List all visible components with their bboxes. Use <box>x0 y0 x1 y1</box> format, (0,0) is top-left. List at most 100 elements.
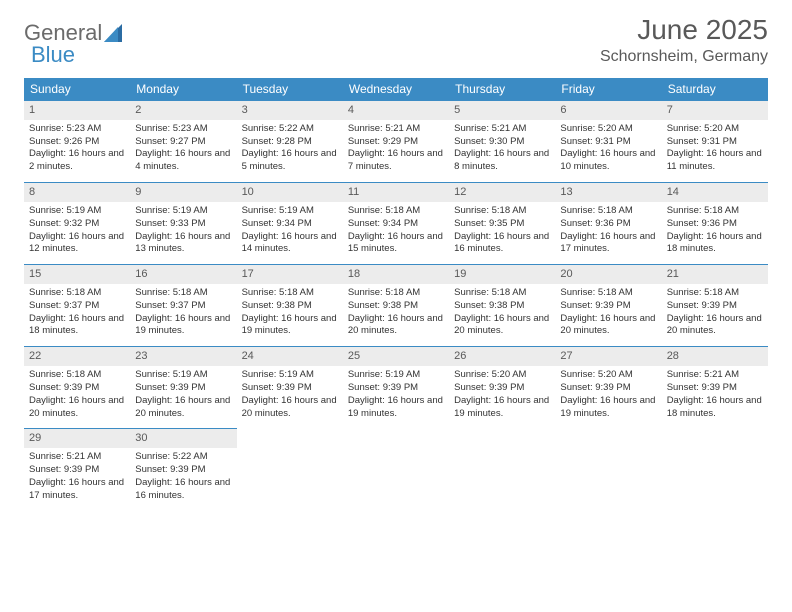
day-body: Sunrise: 5:18 AMSunset: 9:36 PMDaylight:… <box>555 202 661 264</box>
sunrise-line: Sunrise: 5:19 AM <box>29 205 125 218</box>
calendar-cell: 7Sunrise: 5:20 AMSunset: 9:31 PMDaylight… <box>662 100 768 182</box>
sunrise-line: Sunrise: 5:20 AM <box>560 369 656 382</box>
calendar-cell: 26Sunrise: 5:20 AMSunset: 9:39 PMDayligh… <box>449 346 555 428</box>
sunset-line: Sunset: 9:36 PM <box>560 218 656 231</box>
daylight-line: Daylight: 16 hours and 17 minutes. <box>29 477 125 503</box>
sunrise-line: Sunrise: 5:23 AM <box>29 123 125 136</box>
calendar-cell: 19Sunrise: 5:18 AMSunset: 9:38 PMDayligh… <box>449 264 555 346</box>
day-number: 14 <box>662 182 768 202</box>
day-number: 13 <box>555 182 661 202</box>
day-body: Sunrise: 5:23 AMSunset: 9:26 PMDaylight:… <box>24 120 130 182</box>
sunrise-line: Sunrise: 5:22 AM <box>242 123 338 136</box>
day-number: 16 <box>130 264 236 284</box>
calendar-cell <box>343 428 449 510</box>
day-number: 18 <box>343 264 449 284</box>
sunrise-line: Sunrise: 5:19 AM <box>242 205 338 218</box>
daylight-line: Daylight: 16 hours and 16 minutes. <box>454 231 550 257</box>
daylight-line: Daylight: 16 hours and 15 minutes. <box>348 231 444 257</box>
sunset-line: Sunset: 9:39 PM <box>667 300 763 313</box>
sunset-line: Sunset: 9:39 PM <box>29 382 125 395</box>
day-body: Sunrise: 5:19 AMSunset: 9:34 PMDaylight:… <box>237 202 343 264</box>
daylight-line: Daylight: 16 hours and 14 minutes. <box>242 231 338 257</box>
day-number: 11 <box>343 182 449 202</box>
day-number: 8 <box>24 182 130 202</box>
daylight-line: Daylight: 16 hours and 5 minutes. <box>242 148 338 174</box>
day-header: Wednesday <box>343 78 449 100</box>
daylight-line: Daylight: 16 hours and 13 minutes. <box>135 231 231 257</box>
title-block: June 2025 Schornsheim, Germany <box>600 14 768 66</box>
calendar-cell: 4Sunrise: 5:21 AMSunset: 9:29 PMDaylight… <box>343 100 449 182</box>
daylight-line: Daylight: 16 hours and 8 minutes. <box>454 148 550 174</box>
day-body: Sunrise: 5:19 AMSunset: 9:39 PMDaylight:… <box>237 366 343 428</box>
day-number: 5 <box>449 100 555 120</box>
daylight-line: Daylight: 16 hours and 19 minutes. <box>560 395 656 421</box>
sunrise-line: Sunrise: 5:19 AM <box>135 205 231 218</box>
sunrise-line: Sunrise: 5:21 AM <box>667 369 763 382</box>
day-body: Sunrise: 5:19 AMSunset: 9:39 PMDaylight:… <box>343 366 449 428</box>
sunrise-line: Sunrise: 5:20 AM <box>454 369 550 382</box>
daylight-line: Daylight: 16 hours and 17 minutes. <box>560 231 656 257</box>
day-header: Sunday <box>24 78 130 100</box>
calendar-cell: 3Sunrise: 5:22 AMSunset: 9:28 PMDaylight… <box>237 100 343 182</box>
sunrise-line: Sunrise: 5:18 AM <box>29 369 125 382</box>
day-header: Saturday <box>662 78 768 100</box>
daylight-line: Daylight: 16 hours and 18 minutes. <box>667 395 763 421</box>
day-number: 19 <box>449 264 555 284</box>
daylight-line: Daylight: 16 hours and 10 minutes. <box>560 148 656 174</box>
calendar-week-row: 15Sunrise: 5:18 AMSunset: 9:37 PMDayligh… <box>24 264 768 346</box>
sunset-line: Sunset: 9:39 PM <box>135 382 231 395</box>
calendar-cell: 21Sunrise: 5:18 AMSunset: 9:39 PMDayligh… <box>662 264 768 346</box>
day-number: 26 <box>449 346 555 366</box>
sunrise-line: Sunrise: 5:18 AM <box>667 287 763 300</box>
day-body: Sunrise: 5:18 AMSunset: 9:37 PMDaylight:… <box>24 284 130 346</box>
day-header-row: Sunday Monday Tuesday Wednesday Thursday… <box>24 78 768 100</box>
day-number: 24 <box>237 346 343 366</box>
sunrise-line: Sunrise: 5:23 AM <box>135 123 231 136</box>
day-body: Sunrise: 5:19 AMSunset: 9:32 PMDaylight:… <box>24 202 130 264</box>
calendar-cell: 8Sunrise: 5:19 AMSunset: 9:32 PMDaylight… <box>24 182 130 264</box>
day-number: 17 <box>237 264 343 284</box>
sunrise-line: Sunrise: 5:21 AM <box>454 123 550 136</box>
daylight-line: Daylight: 16 hours and 16 minutes. <box>135 477 231 503</box>
day-number: 29 <box>24 428 130 448</box>
sunset-line: Sunset: 9:31 PM <box>560 136 656 149</box>
day-number: 27 <box>555 346 661 366</box>
sunset-line: Sunset: 9:32 PM <box>29 218 125 231</box>
day-body: Sunrise: 5:18 AMSunset: 9:38 PMDaylight:… <box>449 284 555 346</box>
day-body: Sunrise: 5:18 AMSunset: 9:39 PMDaylight:… <box>555 284 661 346</box>
calendar-cell: 25Sunrise: 5:19 AMSunset: 9:39 PMDayligh… <box>343 346 449 428</box>
daylight-line: Daylight: 16 hours and 20 minutes. <box>454 313 550 339</box>
day-body: Sunrise: 5:23 AMSunset: 9:27 PMDaylight:… <box>130 120 236 182</box>
sunrise-line: Sunrise: 5:18 AM <box>454 205 550 218</box>
sunrise-line: Sunrise: 5:18 AM <box>29 287 125 300</box>
calendar-week-row: 8Sunrise: 5:19 AMSunset: 9:32 PMDaylight… <box>24 182 768 264</box>
sunset-line: Sunset: 9:36 PM <box>667 218 763 231</box>
sunset-line: Sunset: 9:28 PM <box>242 136 338 149</box>
daylight-line: Daylight: 16 hours and 20 minutes. <box>29 395 125 421</box>
calendar-cell: 27Sunrise: 5:20 AMSunset: 9:39 PMDayligh… <box>555 346 661 428</box>
sunset-line: Sunset: 9:34 PM <box>348 218 444 231</box>
daylight-line: Daylight: 16 hours and 20 minutes. <box>560 313 656 339</box>
calendar-cell: 9Sunrise: 5:19 AMSunset: 9:33 PMDaylight… <box>130 182 236 264</box>
daylight-line: Daylight: 16 hours and 18 minutes. <box>29 313 125 339</box>
sunset-line: Sunset: 9:37 PM <box>29 300 125 313</box>
day-header: Tuesday <box>237 78 343 100</box>
day-number: 1 <box>24 100 130 120</box>
day-body: Sunrise: 5:18 AMSunset: 9:35 PMDaylight:… <box>449 202 555 264</box>
calendar-cell: 30Sunrise: 5:22 AMSunset: 9:39 PMDayligh… <box>130 428 236 510</box>
calendar-cell: 1Sunrise: 5:23 AMSunset: 9:26 PMDaylight… <box>24 100 130 182</box>
day-body: Sunrise: 5:20 AMSunset: 9:39 PMDaylight:… <box>555 366 661 428</box>
sunrise-line: Sunrise: 5:22 AM <box>135 451 231 464</box>
sunset-line: Sunset: 9:27 PM <box>135 136 231 149</box>
sunset-line: Sunset: 9:39 PM <box>135 464 231 477</box>
sunrise-line: Sunrise: 5:18 AM <box>560 287 656 300</box>
sunrise-line: Sunrise: 5:21 AM <box>348 123 444 136</box>
calendar-cell: 23Sunrise: 5:19 AMSunset: 9:39 PMDayligh… <box>130 346 236 428</box>
daylight-line: Daylight: 16 hours and 20 minutes. <box>348 313 444 339</box>
sunset-line: Sunset: 9:26 PM <box>29 136 125 149</box>
sunset-line: Sunset: 9:30 PM <box>454 136 550 149</box>
calendar-cell <box>237 428 343 510</box>
daylight-line: Daylight: 16 hours and 20 minutes. <box>667 313 763 339</box>
calendar-cell: 11Sunrise: 5:18 AMSunset: 9:34 PMDayligh… <box>343 182 449 264</box>
calendar-body: 1Sunrise: 5:23 AMSunset: 9:26 PMDaylight… <box>24 100 768 510</box>
